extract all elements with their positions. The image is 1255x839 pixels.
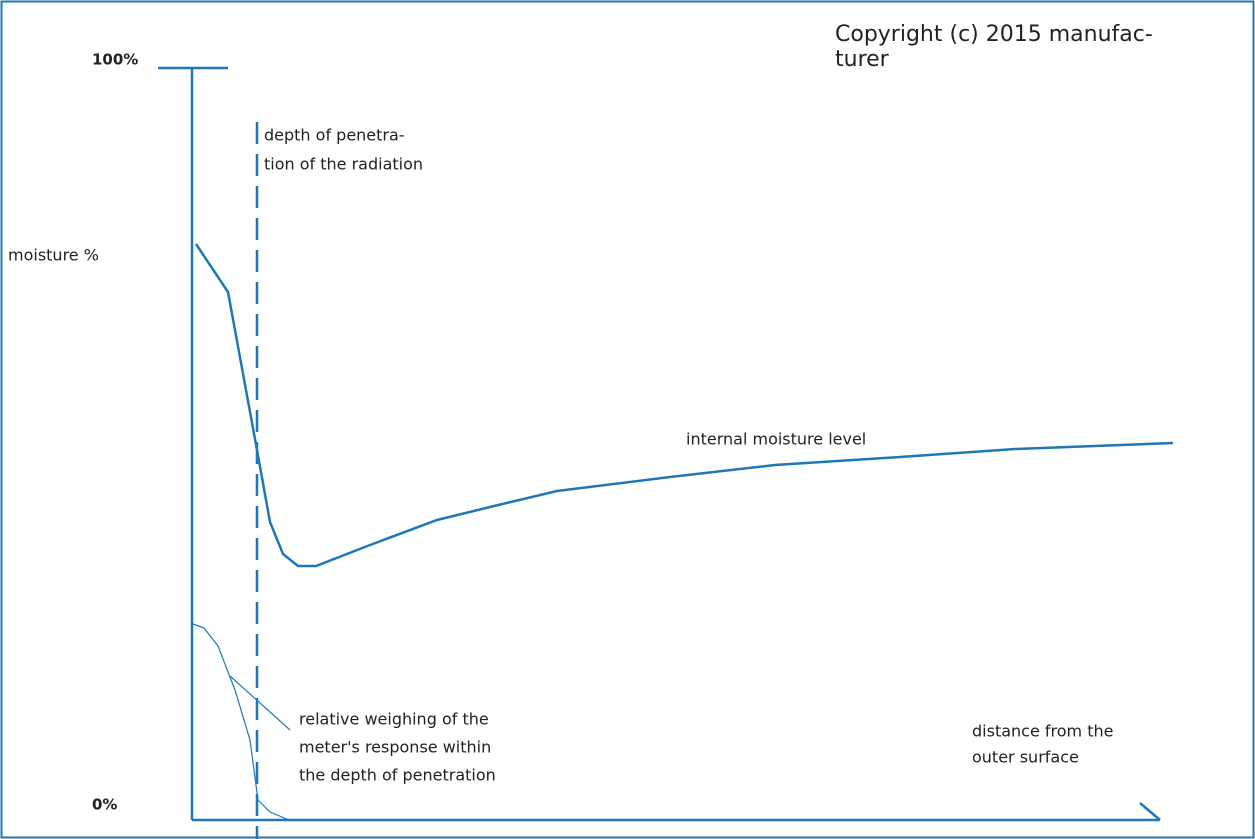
annotation: tion of the radiation bbox=[264, 155, 423, 174]
x-label: distance from the bbox=[972, 722, 1113, 741]
weighing-curve bbox=[192, 623, 290, 821]
annotation: meter's response within bbox=[299, 738, 491, 757]
bottom-label: 0% bbox=[92, 796, 117, 814]
y-label: moisture % bbox=[8, 246, 99, 265]
copyright: turer bbox=[835, 47, 890, 72]
top-label: 100% bbox=[92, 51, 138, 69]
annotation: internal moisture level bbox=[686, 430, 866, 449]
moisture-curve bbox=[194, 243, 1174, 568]
annotation: depth of penetra- bbox=[264, 126, 405, 145]
annotation: the depth of penetration bbox=[299, 766, 496, 785]
x-arrow bbox=[1139, 802, 1161, 821]
x-label: outer surface bbox=[972, 748, 1079, 767]
leader-line bbox=[229, 675, 291, 731]
copyright: Copyright (c) 2015 manufac- bbox=[835, 22, 1153, 47]
annotation: relative weighing of the bbox=[299, 710, 489, 729]
